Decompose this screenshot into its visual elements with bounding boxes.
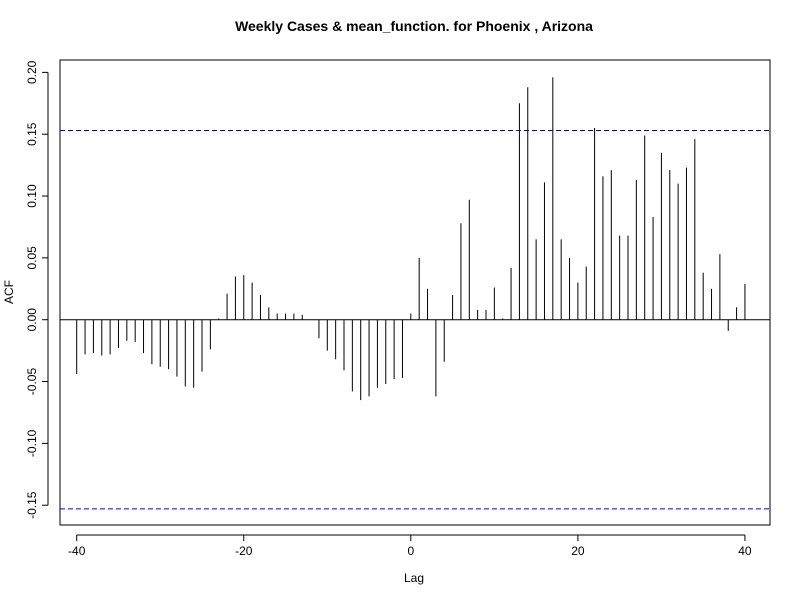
y-tick-label: -0.05 bbox=[25, 368, 39, 396]
y-tick-label: 0.15 bbox=[25, 122, 39, 146]
y-tick-label: -0.15 bbox=[25, 491, 39, 519]
x-axis: -40 -20 0 20 40 bbox=[68, 534, 752, 558]
x-axis-label: Lag bbox=[404, 571, 424, 585]
y-tick-label: 0.05 bbox=[25, 246, 39, 270]
confidence-bounds bbox=[60, 129, 770, 510]
plot-frame bbox=[59, 59, 771, 526]
y-tick-label: 0.20 bbox=[25, 60, 39, 84]
y-axis: -0.15 -0.10 -0.05 0.00 0.05 0.10 0.15 0.20 bbox=[25, 60, 49, 519]
x-tick-label: 40 bbox=[738, 544, 752, 558]
y-axis-label: ACF bbox=[2, 280, 16, 304]
x-tick-label: -20 bbox=[235, 544, 253, 558]
x-tick-label: -40 bbox=[68, 544, 86, 558]
y-tick-label: 0.00 bbox=[25, 308, 39, 332]
y-tick-label: -0.10 bbox=[25, 429, 39, 457]
chart-title: Weekly Cases & mean_function. for Phoeni… bbox=[235, 18, 593, 34]
x-tick-label: 20 bbox=[571, 544, 585, 558]
y-tick-label: 0.10 bbox=[25, 184, 39, 208]
x-tick-label: 0 bbox=[407, 544, 414, 558]
acf-bars bbox=[60, 77, 770, 401]
